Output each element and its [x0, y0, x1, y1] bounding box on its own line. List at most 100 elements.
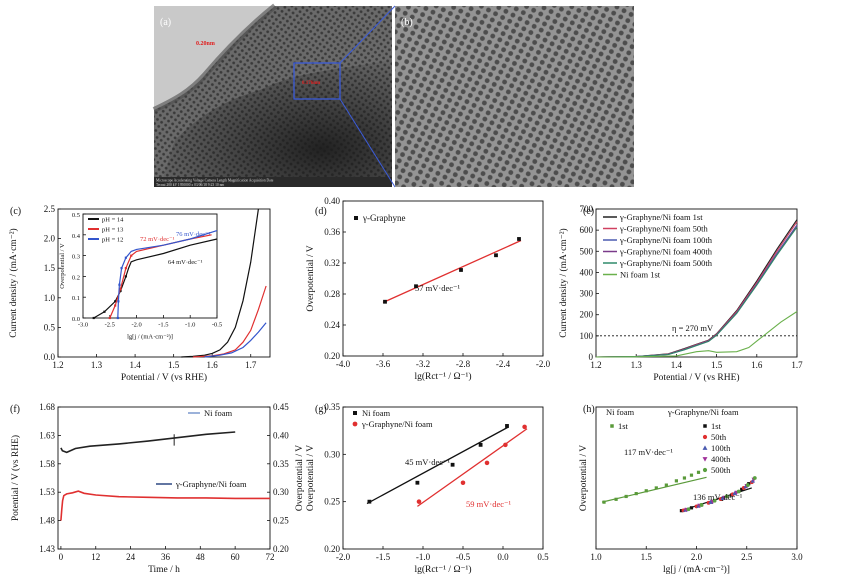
inset-data-point — [119, 287, 122, 290]
legend-label: γ-Graphyne/Ni foam 500th — [619, 258, 713, 268]
y-tick-label: 1.63 — [39, 430, 55, 440]
legend-label: γ-Graphyne/Ni foam 50th — [619, 224, 709, 234]
panel-label-h: (h) — [583, 404, 595, 415]
series-line-e — [595, 226, 798, 358]
x-tick-label: 1.3 — [91, 360, 103, 370]
inset-data-point — [103, 310, 106, 313]
y-tick-label: 1.0 — [44, 293, 56, 303]
y-tick-label: 0.36 — [324, 227, 340, 237]
y-tick-label: 500 — [580, 246, 594, 256]
inset-annotation: 72 mV·dec⁻¹ — [140, 236, 174, 243]
legend-label: γ-Graphyne/Ni foam 400th — [619, 247, 713, 257]
tem-label-0176: 0.176nm — [302, 81, 321, 86]
legend-label: Ni foam — [362, 408, 390, 418]
data-point — [724, 494, 729, 499]
y-axis-label: Potential / V (vs RHE) — [10, 435, 21, 521]
legend-marker — [610, 424, 614, 428]
panel-label-e: (e) — [583, 206, 594, 217]
data-point — [708, 499, 713, 504]
series-line-c — [181, 208, 259, 358]
data-point — [732, 490, 737, 496]
x-tick-label: -2.4 — [496, 359, 511, 369]
x-tick-label: -1.5 — [376, 552, 391, 562]
y-tick-label: 2.0 — [44, 234, 56, 244]
x-tick-label: 3.0 — [791, 552, 803, 562]
inset-data-point — [117, 300, 120, 303]
slope-annotation: 117 mV·dec⁻¹ — [624, 447, 673, 457]
data-point — [416, 499, 422, 504]
data-point — [614, 497, 618, 501]
y-tick-label: 0.2 — [72, 274, 80, 281]
inset-data-point — [108, 316, 111, 320]
inset-annotation: 76 mV·dec⁻¹ — [176, 231, 210, 238]
y-tick-label: 1.68 — [39, 402, 55, 412]
y-tick-label: 1.5 — [44, 263, 56, 273]
x-axis-label: lg[j / (mA·cm⁻²)] — [663, 564, 730, 575]
x-tick-label: -1.5 — [158, 322, 168, 329]
data-point — [696, 470, 701, 474]
y-tick-label: 0.1 — [72, 295, 80, 302]
slope-annotation: 59 mV·dec⁻¹ — [466, 499, 511, 509]
legend-label: γ-Graphyne/Ni foam 100th — [619, 235, 713, 245]
legend-marker — [702, 457, 708, 462]
slope-annotation: 136 mV·dec⁻¹ — [693, 492, 743, 502]
x-axis-label: Potential / V (vs RHE) — [653, 372, 739, 383]
series-line-c — [204, 322, 267, 358]
data-point — [674, 479, 678, 483]
x-tick-label: 1.4 — [671, 360, 683, 370]
tem-footer-1: Microscope Accelerating Voltage Camera L… — [156, 179, 274, 183]
data-point — [367, 499, 372, 504]
x-tick-label: -3.0 — [78, 322, 88, 329]
x-tick-label: -2.0 — [131, 322, 141, 329]
chart-h: 1.0 1.5 2.0 2.5 3.0 lg[j / (mA·cm⁻²)] Overpote… — [579, 406, 803, 575]
x-tick-label: 48 — [196, 552, 206, 562]
tem-footer-2: Tecnai 200 kV 1950000 x 03/06/18 9:23 10… — [156, 183, 224, 187]
y-tick-label: 1.58 — [39, 459, 55, 469]
x-tick-label: -2.8 — [456, 359, 471, 369]
y-tick-label: 1.43 — [39, 544, 55, 554]
legend-label: pH = 14 — [102, 217, 124, 224]
x-tick-label: 1.5 — [711, 360, 723, 370]
data-point — [484, 460, 490, 466]
data-point — [686, 507, 691, 512]
x-tick-label: 2.5 — [741, 552, 753, 562]
legend-label: 1st — [711, 421, 722, 431]
chart-c: 1.2 1.3 1.4 1.5 1.6 1.7 0.0 0.5 1.0 1.5 2.0 2.5 Pote… — [8, 204, 271, 383]
fit-line — [417, 428, 528, 507]
legend-label: γ-Graphyne — [362, 213, 405, 223]
x-tick-label: 1.7 — [245, 360, 257, 370]
x-tick-label: 1.5 — [168, 360, 180, 370]
panel-label-a: (a) — [160, 17, 171, 28]
legend-title: γ-Graphyne/Ni foam — [667, 407, 739, 417]
x-tick-label: -2.0 — [336, 552, 351, 562]
y-tick-label: 0.25 — [324, 497, 340, 507]
chart-f: 0 12 24 36 48 60 72 1.43 1.48 1.53 1.58 1.63 1.68 Tim… — [10, 402, 305, 575]
y2-tick-label: 0.20 — [273, 544, 289, 554]
plot-frame — [82, 213, 218, 319]
y-tick-label: 1.53 — [39, 487, 55, 497]
y-axis-label: Overpotential / V — [59, 243, 66, 289]
x-axis-label: Time / h — [148, 565, 180, 575]
inset-background — [83, 214, 217, 318]
inset-data-point — [124, 256, 127, 259]
panel-label-f: (f) — [10, 404, 20, 415]
x-tick-label: 72 — [266, 552, 275, 562]
x-tick-label: 1.0 — [590, 552, 602, 562]
panel-label-c: (c) — [10, 206, 21, 217]
x-tick-label: -1.0 — [185, 322, 195, 329]
legend-label: 100th — [711, 443, 731, 453]
y-tick-label: 0.40 — [324, 196, 340, 206]
legend-marker — [702, 467, 708, 473]
data-point — [745, 483, 750, 488]
data-point — [503, 442, 508, 448]
data-point — [414, 284, 418, 289]
plot-frame — [595, 208, 798, 358]
data-point — [682, 476, 687, 480]
data-point — [478, 442, 483, 447]
y-tick-label: 100 — [580, 331, 594, 341]
data-point — [736, 489, 741, 494]
data-point — [450, 462, 455, 467]
inset-data-point — [92, 316, 95, 320]
x-tick-label: 0.0 — [497, 552, 509, 562]
inset-data-point — [118, 283, 121, 286]
